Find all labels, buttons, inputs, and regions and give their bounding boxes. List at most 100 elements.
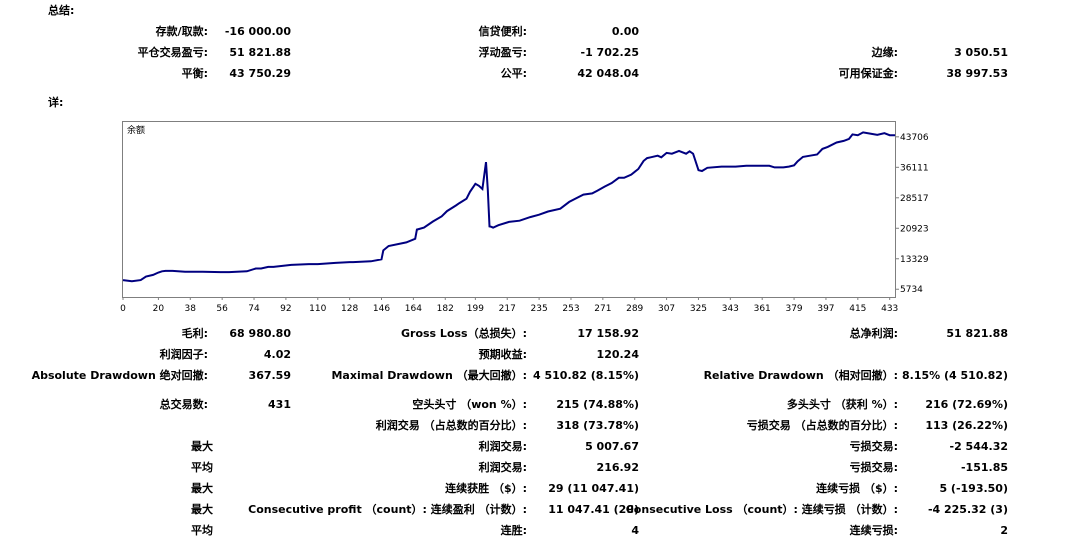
loss-trades-value: 113 (26.22%)	[925, 419, 1008, 432]
balance-value: 43 750.29	[229, 67, 291, 80]
profit-factor-value: 4.02	[263, 348, 291, 361]
average2-label: 平均	[191, 524, 213, 537]
loss-trades-label: 亏损交易 （占总数的百分比）:	[746, 419, 898, 432]
gross-profit-label: 毛利:	[181, 327, 208, 340]
avg-cons-wins-label: 连胜:	[500, 524, 527, 537]
expected-payoff-value: 120.24	[596, 348, 639, 361]
total-trades-label: 总交易数:	[159, 398, 208, 411]
x-tick-label: 415	[849, 304, 866, 314]
x-tick-label: 199	[467, 304, 484, 314]
x-tick-label: 235	[531, 304, 548, 314]
cons-profit-label: Consecutive profit （count）: 连续盈利 （计数）:	[248, 503, 527, 516]
expected-payoff-label: 预期收益:	[478, 348, 527, 361]
long-positions-label: 多头头寸 （获利 %）:	[786, 398, 898, 411]
profit-trades-label: 利润交易 （占总数的百分比）:	[375, 419, 527, 432]
gross-loss-value: 17 158.92	[577, 327, 639, 340]
closed-pl-label: 平仓交易盈亏:	[137, 46, 208, 59]
profit-factor-label: 利润因子:	[159, 348, 208, 361]
avg-cons-wins-value: 4	[631, 524, 639, 537]
largest-profit-value: 5 007.67	[585, 440, 639, 453]
margin-label: 边缘:	[871, 46, 898, 59]
cons-losses-value: 5 (-193.50)	[939, 482, 1008, 495]
x-tick-label: 361	[754, 304, 771, 314]
avg-cons-losses-label: 连续亏损:	[849, 524, 898, 537]
avg-cons-losses-value: 2	[1000, 524, 1008, 537]
free-margin-value: 38 997.53	[946, 67, 1008, 80]
free-margin-label: 可用保证金:	[838, 67, 898, 80]
x-tick-label: 110	[309, 304, 326, 314]
x-tick-label: 92	[280, 304, 291, 314]
max-drawdown-value: 4 510.82 (8.15%)	[533, 369, 639, 382]
equity-value: 42 048.04	[577, 67, 639, 80]
net-profit-value: 51 821.88	[946, 327, 1008, 340]
margin-value: 3 050.51	[954, 46, 1008, 59]
x-tick-label: 289	[626, 304, 643, 314]
credit-label: 信贷便利:	[478, 25, 527, 38]
max-label: 最大	[191, 482, 213, 495]
x-tick-label: 146	[373, 304, 390, 314]
cons-loss-value: -4 225.32 (3)	[927, 503, 1008, 516]
y-tick-label: 5734	[900, 285, 923, 295]
avg-profit-label: 利润交易:	[478, 461, 527, 474]
balance-label: 平衡:	[181, 67, 208, 80]
total-trades-value: 431	[268, 398, 291, 411]
avg-profit-value: 216.92	[596, 461, 639, 474]
x-tick-label: 56	[216, 304, 228, 314]
cons-wins-value: 29 (11 047.41)	[548, 482, 639, 495]
floating-label: 浮动盈亏:	[478, 46, 527, 59]
avg-loss-value: -151.85	[960, 461, 1008, 474]
max-drawdown-label: Maximal Drawdown （最大回撤）:	[331, 369, 527, 382]
x-tick-label: 128	[341, 304, 358, 314]
rel-drawdown-label: Relative Drawdown （相对回撤）:	[703, 369, 898, 382]
x-tick-label: 397	[817, 304, 834, 314]
largest-loss-value: -2 544.32	[949, 440, 1009, 453]
x-tick-label: 182	[437, 304, 454, 314]
x-tick-label: 0	[120, 304, 126, 314]
x-tick-label: 74	[248, 304, 260, 314]
average-label: 平均	[191, 461, 213, 474]
deposit-label: 存款/取款:	[155, 25, 208, 38]
x-tick-label: 253	[562, 304, 579, 314]
largest-profit-label: 利润交易:	[478, 440, 527, 453]
summary-title: 总结:	[48, 4, 75, 17]
profit-trades-value: 318 (73.78%)	[556, 419, 639, 432]
gross-profit-value: 68 980.80	[229, 327, 291, 340]
gross-loss-label: Gross Loss（总损失）:	[401, 327, 527, 340]
long-positions-value: 216 (72.69%)	[925, 398, 1008, 411]
credit-value: 0.00	[611, 25, 639, 38]
y-tick-label: 43706	[900, 133, 929, 143]
short-positions-label: 空头头寸 （won %）:	[412, 398, 527, 411]
x-tick-label: 164	[405, 304, 422, 314]
floating-value: -1 702.25	[580, 46, 640, 59]
x-tick-label: 379	[785, 304, 802, 314]
abs-drawdown-value: 367.59	[248, 369, 291, 382]
y-tick-label: 28517	[900, 194, 929, 204]
cons-wins-label: 连续获胜 （$）:	[445, 482, 527, 495]
x-tick-label: 38	[185, 304, 197, 314]
abs-drawdown-label: Absolute Drawdown 绝对回撤:	[31, 369, 208, 382]
deposit-value: -16 000.00	[224, 25, 291, 38]
details-title: 详:	[48, 96, 64, 109]
x-tick-label: 343	[722, 304, 739, 314]
max2-label: 最大	[191, 503, 213, 516]
cons-loss-label: Consecutive Loss （count）: 连续亏损 （计数）:	[625, 503, 898, 516]
y-tick-label: 36111	[900, 163, 929, 173]
y-tick-label: 20923	[900, 224, 929, 234]
rel-drawdown-value: 8.15% (4 510.82)	[902, 369, 1008, 382]
y-tick-label: 13329	[900, 255, 929, 265]
largest-label: 最大	[191, 440, 213, 453]
largest-loss-label: 亏损交易:	[849, 440, 898, 453]
x-tick-label: 325	[690, 304, 707, 314]
equity-label: 公平:	[500, 67, 527, 80]
x-tick-label: 217	[499, 304, 516, 314]
x-tick-label: 433	[881, 304, 898, 314]
net-profit-label: 总净利润:	[849, 327, 898, 340]
x-tick-label: 20	[153, 304, 165, 314]
avg-loss-label: 亏损交易:	[849, 461, 898, 474]
balance-chart-frame	[122, 121, 896, 298]
x-tick-label: 271	[594, 304, 611, 314]
cons-losses-label: 连续亏损 （$）:	[816, 482, 898, 495]
short-positions-value: 215 (74.88%)	[556, 398, 639, 411]
closed-pl-value: 51 821.88	[229, 46, 291, 59]
cons-profit-value: 11 047.41 (29)	[548, 503, 639, 516]
